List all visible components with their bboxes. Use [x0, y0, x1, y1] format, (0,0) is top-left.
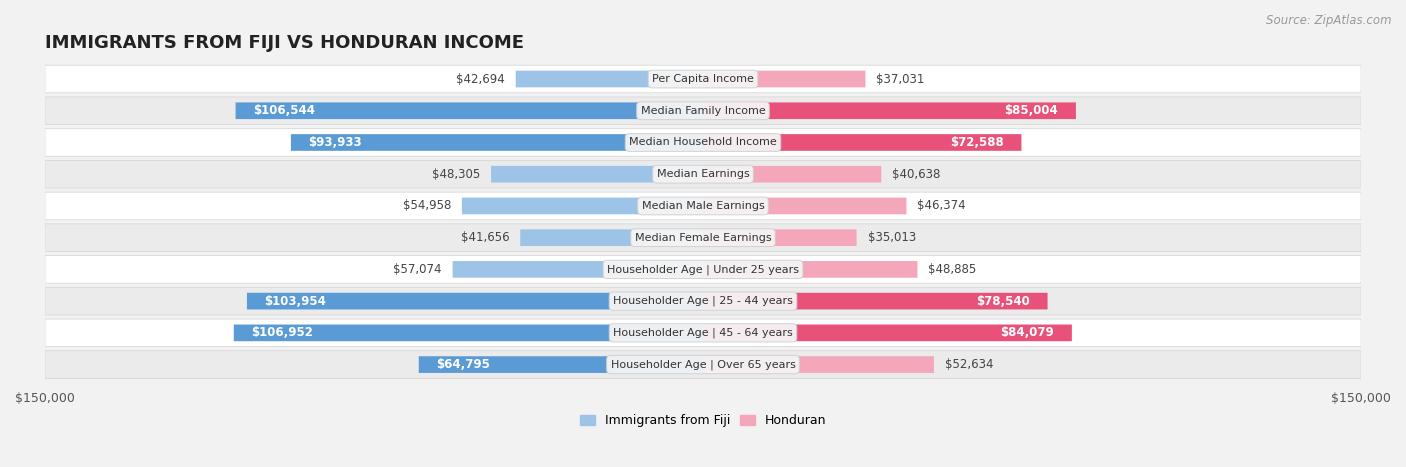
FancyBboxPatch shape [491, 166, 703, 183]
Text: Householder Age | 25 - 44 years: Householder Age | 25 - 44 years [613, 296, 793, 306]
FancyBboxPatch shape [45, 65, 1361, 93]
Text: Source: ZipAtlas.com: Source: ZipAtlas.com [1267, 14, 1392, 27]
FancyBboxPatch shape [703, 134, 1021, 151]
FancyBboxPatch shape [703, 261, 918, 278]
FancyBboxPatch shape [45, 287, 1361, 315]
FancyBboxPatch shape [703, 293, 1047, 310]
FancyBboxPatch shape [453, 261, 703, 278]
Text: $85,004: $85,004 [1005, 104, 1059, 117]
Text: Median Earnings: Median Earnings [657, 169, 749, 179]
Text: $57,074: $57,074 [394, 263, 441, 276]
FancyBboxPatch shape [45, 97, 1361, 125]
Text: $41,656: $41,656 [461, 231, 509, 244]
FancyBboxPatch shape [463, 198, 703, 214]
Text: $46,374: $46,374 [917, 199, 966, 212]
FancyBboxPatch shape [45, 129, 1361, 156]
FancyBboxPatch shape [703, 198, 907, 214]
Text: $35,013: $35,013 [868, 231, 915, 244]
Text: $42,694: $42,694 [456, 72, 505, 85]
FancyBboxPatch shape [45, 160, 1361, 188]
FancyBboxPatch shape [703, 166, 882, 183]
Text: $48,305: $48,305 [432, 168, 479, 181]
FancyBboxPatch shape [703, 356, 934, 373]
Text: Per Capita Income: Per Capita Income [652, 74, 754, 84]
FancyBboxPatch shape [520, 229, 703, 246]
Text: $52,634: $52,634 [945, 358, 994, 371]
Text: Median Household Income: Median Household Income [628, 137, 778, 148]
Text: $40,638: $40,638 [893, 168, 941, 181]
Text: $103,954: $103,954 [264, 295, 326, 308]
Text: $93,933: $93,933 [308, 136, 363, 149]
FancyBboxPatch shape [45, 192, 1361, 220]
Text: Median Family Income: Median Family Income [641, 106, 765, 116]
FancyBboxPatch shape [703, 325, 1071, 341]
Text: Householder Age | Under 25 years: Householder Age | Under 25 years [607, 264, 799, 275]
FancyBboxPatch shape [45, 255, 1361, 283]
Text: $37,031: $37,031 [876, 72, 925, 85]
FancyBboxPatch shape [703, 229, 856, 246]
Text: $106,952: $106,952 [252, 326, 314, 340]
Text: $106,544: $106,544 [253, 104, 315, 117]
FancyBboxPatch shape [236, 102, 703, 119]
FancyBboxPatch shape [516, 71, 703, 87]
Text: Householder Age | 45 - 64 years: Householder Age | 45 - 64 years [613, 328, 793, 338]
FancyBboxPatch shape [291, 134, 703, 151]
Text: $78,540: $78,540 [976, 295, 1031, 308]
Text: Median Female Earnings: Median Female Earnings [634, 233, 772, 243]
Text: Householder Age | Over 65 years: Householder Age | Over 65 years [610, 359, 796, 370]
FancyBboxPatch shape [45, 319, 1361, 347]
Text: $48,885: $48,885 [928, 263, 977, 276]
FancyBboxPatch shape [247, 293, 703, 310]
Legend: Immigrants from Fiji, Honduran: Immigrants from Fiji, Honduran [579, 414, 827, 427]
Text: $54,958: $54,958 [402, 199, 451, 212]
FancyBboxPatch shape [703, 102, 1076, 119]
Text: Median Male Earnings: Median Male Earnings [641, 201, 765, 211]
Text: $72,588: $72,588 [950, 136, 1004, 149]
FancyBboxPatch shape [233, 325, 703, 341]
Text: $64,795: $64,795 [436, 358, 491, 371]
FancyBboxPatch shape [419, 356, 703, 373]
FancyBboxPatch shape [45, 224, 1361, 251]
Text: $84,079: $84,079 [1001, 326, 1054, 340]
FancyBboxPatch shape [45, 351, 1361, 378]
FancyBboxPatch shape [703, 71, 866, 87]
Text: IMMIGRANTS FROM FIJI VS HONDURAN INCOME: IMMIGRANTS FROM FIJI VS HONDURAN INCOME [45, 34, 524, 52]
